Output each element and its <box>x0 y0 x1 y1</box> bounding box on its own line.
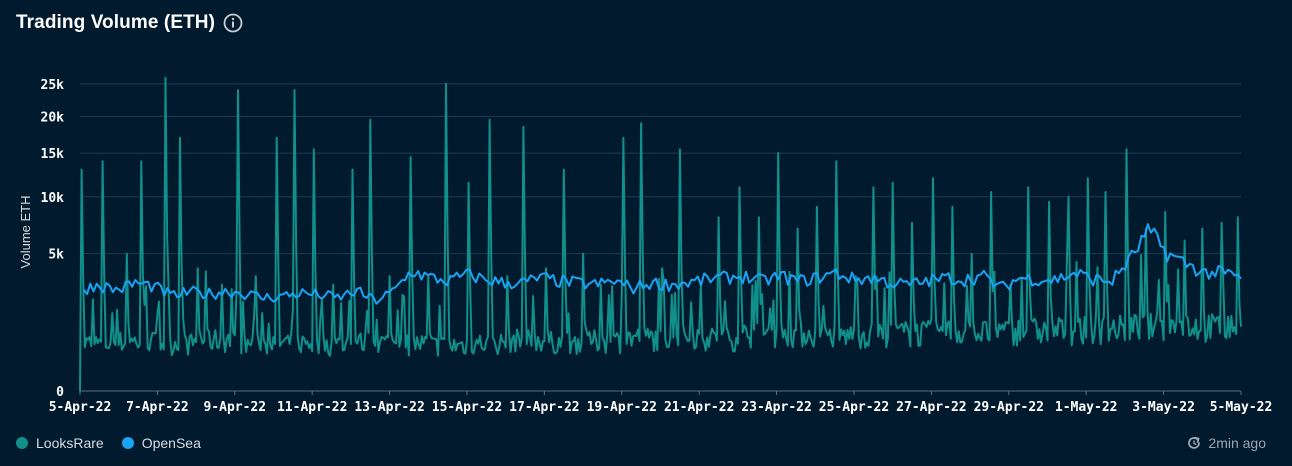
chart-title: Trading Volume (ETH) <box>16 12 216 33</box>
y-tick-label: 0 <box>56 385 64 400</box>
y-tick-label: 20k <box>41 110 65 125</box>
info-icon[interactable] <box>223 13 243 33</box>
x-tick-label: 25-Apr-22 <box>819 400 889 415</box>
x-tick-label: 13-Apr-22 <box>354 400 424 415</box>
y-axis-label: Volume ETH <box>18 196 33 269</box>
series-lines <box>79 76 1242 392</box>
series-line-opensea <box>83 223 1242 305</box>
last-updated: 2min ago <box>1186 435 1266 451</box>
refresh-icon[interactable] <box>1186 435 1202 451</box>
x-tick-label: 5-May-22 <box>1210 400 1273 415</box>
legend-item-opensea[interactable]: OpenSea <box>121 435 201 451</box>
chart-header: Trading Volume (ETH) <box>16 12 243 34</box>
legend-dot-looksrare <box>16 437 28 449</box>
grid-lines <box>80 83 1241 255</box>
x-tick-label: 11-Apr-22 <box>277 400 347 415</box>
x-tick-label: 7-Apr-22 <box>126 400 189 415</box>
y-tick-label: 25k <box>41 78 65 93</box>
legend-item-looksrare[interactable]: LooksRare <box>16 435 104 451</box>
chart-legend: LooksRare OpenSea <box>16 435 219 451</box>
x-tick-label: 15-Apr-22 <box>432 400 502 415</box>
series-line-looksrare <box>79 76 1242 392</box>
axes: 0 5k 10k 15k 20k 25k 5-Apr-22 7-Apr-22 9-Apr-22 1… <box>41 78 1273 415</box>
x-tick-label: 1-May-22 <box>1055 400 1118 415</box>
y-tick-label: 15k <box>41 147 65 162</box>
x-tick-label: 17-Apr-22 <box>509 400 579 415</box>
y-tick-label: 10k <box>41 191 65 206</box>
x-tick-label: 29-Apr-22 <box>974 400 1044 415</box>
x-tick-label: 9-Apr-22 <box>203 400 266 415</box>
x-tick-label: 27-Apr-22 <box>896 400 966 415</box>
x-tick-label: 19-Apr-22 <box>587 400 657 415</box>
x-tick-label: 23-Apr-22 <box>741 400 811 415</box>
y-tick-label: 5k <box>48 248 64 263</box>
legend-dot-opensea <box>121 437 134 449</box>
x-tick-label: 5-Apr-22 <box>49 400 112 415</box>
x-tick-label: 3-May-22 <box>1132 400 1195 415</box>
legend-label-opensea: OpenSea <box>141 435 201 451</box>
x-tick-label: 21-Apr-22 <box>664 400 734 415</box>
legend-label-looksrare: LooksRare <box>36 435 104 451</box>
last-updated-text: 2min ago <box>1208 435 1266 451</box>
